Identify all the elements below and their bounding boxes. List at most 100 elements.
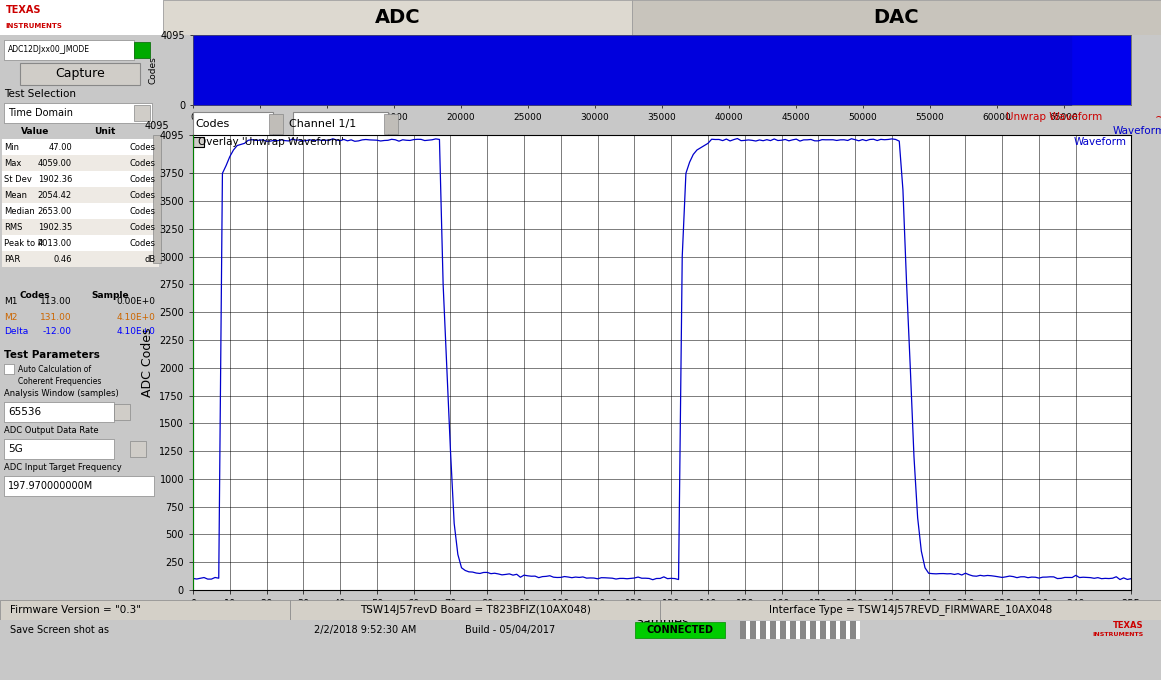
Text: Unwrap Waveform: Unwrap Waveform	[1005, 112, 1102, 122]
Text: Save Screen shot as: Save Screen shot as	[10, 625, 109, 635]
Bar	[780, 621, 786, 639]
Text: Channel 1/1: Channel 1/1	[289, 119, 356, 129]
Bar	[193, 112, 273, 136]
Bar	[290, 600, 659, 620]
Text: TEXAS: TEXAS	[6, 5, 42, 15]
Text: 2054.42: 2054.42	[38, 190, 72, 199]
Text: Waveform: Waveform	[1112, 126, 1161, 136]
Text: 2/2/2018 9:52:30 AM: 2/2/2018 9:52:30 AM	[313, 625, 416, 635]
Bar	[830, 621, 836, 639]
Text: 4013.00: 4013.00	[38, 239, 72, 248]
Text: ADC12DJxx00_JMODE: ADC12DJxx00_JMODE	[8, 46, 91, 54]
Text: 1902.35: 1902.35	[38, 222, 72, 231]
Bar	[786, 621, 789, 639]
Text: St Dev: St Dev	[3, 175, 31, 184]
Text: PAR: PAR	[3, 254, 20, 263]
Text: DAC: DAC	[874, 8, 920, 27]
Text: Median: Median	[3, 207, 35, 216]
Text: 47.00: 47.00	[49, 143, 72, 152]
Text: Coherent Frequencies: Coherent Frequencies	[19, 377, 101, 386]
Bar	[2, 235, 159, 251]
Bar	[384, 114, 398, 134]
Bar	[114, 404, 130, 420]
Text: ~: ~	[1155, 111, 1161, 124]
Text: Min: Min	[3, 143, 19, 152]
Bar	[836, 621, 841, 639]
Bar	[3, 364, 14, 374]
Text: Codes: Codes	[130, 222, 156, 231]
Text: Value: Value	[21, 127, 49, 136]
Text: Max: Max	[3, 158, 21, 167]
Bar	[635, 622, 724, 639]
Bar	[2, 187, 159, 203]
Bar	[3, 476, 154, 496]
Bar	[20, 63, 140, 85]
Text: Codes: Codes	[20, 291, 50, 300]
Bar	[2, 139, 159, 155]
Bar	[269, 114, 283, 134]
Text: Build - 05/04/2017: Build - 05/04/2017	[464, 625, 555, 635]
Text: Codes: Codes	[196, 119, 230, 129]
Text: TEXAS: TEXAS	[1113, 621, 1144, 630]
Text: Firmware Version = "0.3": Firmware Version = "0.3"	[10, 605, 140, 615]
Bar	[2, 155, 159, 171]
Text: Codes: Codes	[130, 175, 156, 184]
Bar	[796, 621, 800, 639]
Text: 4059.00: 4059.00	[38, 158, 72, 167]
Text: Codes: Codes	[130, 207, 156, 216]
Text: ADC Output Data Rate: ADC Output Data Rate	[3, 426, 99, 435]
Bar	[2, 171, 159, 187]
Bar	[130, 441, 146, 457]
Bar	[850, 621, 856, 639]
Bar	[3, 103, 152, 123]
Text: Analysis Window (samples): Analysis Window (samples)	[3, 389, 118, 398]
Text: 4.10E+0: 4.10E+0	[116, 313, 156, 322]
Text: Interface Type = TSW14J57REVD_FIRMWARE_10AX048: Interface Type = TSW14J57REVD_FIRMWARE_1…	[769, 605, 1052, 615]
Bar	[750, 621, 756, 639]
Bar	[825, 621, 830, 639]
Text: ADC Input Target Frequency: ADC Input Target Frequency	[3, 463, 122, 472]
Text: 4.10E+0: 4.10E+0	[116, 328, 156, 337]
Bar	[776, 621, 780, 639]
Text: M2: M2	[3, 313, 17, 322]
Bar	[3, 402, 114, 422]
Text: 2653.00: 2653.00	[37, 207, 72, 216]
Text: 197.970000000M: 197.970000000M	[8, 481, 93, 491]
Bar	[846, 621, 850, 639]
Bar	[820, 621, 825, 639]
Bar	[2, 251, 159, 267]
Bar	[163, 0, 632, 35]
Bar	[800, 621, 806, 639]
Text: Codes: Codes	[130, 158, 156, 167]
Text: 4095: 4095	[145, 121, 170, 131]
Bar	[2, 219, 159, 235]
Text: -12.00: -12.00	[43, 328, 72, 337]
Text: 65536: 65536	[8, 407, 41, 417]
Bar	[659, 600, 1161, 620]
Bar	[747, 621, 750, 639]
Bar	[0, 600, 290, 620]
Bar	[841, 621, 846, 639]
Text: M1: M1	[3, 298, 17, 307]
Text: CONNECTED: CONNECTED	[647, 625, 714, 635]
Text: 0.00E+0: 0.00E+0	[116, 298, 156, 307]
Bar	[293, 112, 388, 136]
Text: 1902.36: 1902.36	[37, 175, 72, 184]
Text: RMS: RMS	[3, 222, 22, 231]
Bar	[134, 105, 150, 121]
X-axis label: Samples: Samples	[635, 615, 688, 628]
Text: Unit: Unit	[94, 127, 116, 136]
Bar	[153, 135, 161, 263]
Bar	[632, 0, 1161, 35]
Bar	[3, 40, 134, 60]
Text: 0.46: 0.46	[53, 254, 72, 263]
Text: Mean: Mean	[3, 190, 27, 199]
Text: dB: dB	[145, 254, 156, 263]
Text: Test Parameters: Test Parameters	[3, 350, 100, 360]
Bar	[806, 621, 810, 639]
Bar	[0, 0, 163, 35]
Text: Overlay 'Unwrap Waveform': Overlay 'Unwrap Waveform'	[197, 137, 344, 148]
Text: Delta: Delta	[3, 328, 28, 337]
Bar	[134, 42, 150, 58]
Y-axis label: ADC Codes: ADC Codes	[140, 328, 153, 397]
